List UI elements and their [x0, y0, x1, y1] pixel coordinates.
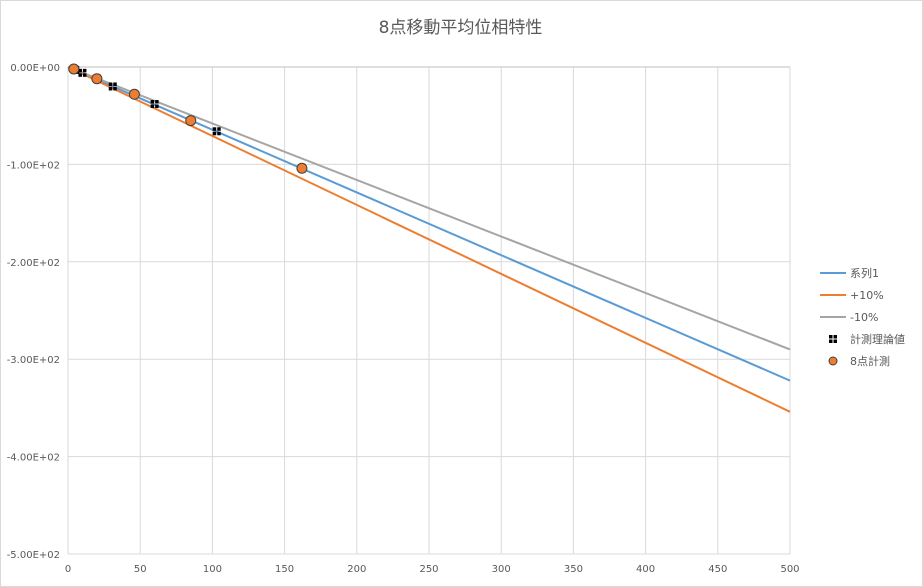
chart-title: 8点移動平均位相特性	[378, 18, 543, 38]
y-tick-label: -3.00E+02	[7, 355, 60, 366]
x-tick-label: 500	[780, 564, 799, 575]
theory-point	[212, 127, 221, 136]
y-tick-label: -2.00E+02	[7, 258, 60, 269]
x-tick-label: 0	[65, 564, 71, 575]
measured-point	[128, 88, 140, 100]
x-tick-label: 450	[708, 564, 727, 575]
theory-point	[108, 82, 117, 91]
legend-swatch	[820, 311, 846, 323]
legend-swatch	[820, 267, 846, 279]
x-tick-label: 400	[636, 564, 655, 575]
y-tick-label: 0.00E+00	[10, 63, 60, 74]
theory-point	[150, 100, 159, 109]
legend-swatch	[820, 333, 846, 345]
legend-entry: +10%	[820, 284, 905, 306]
x-tick-label: 200	[347, 564, 366, 575]
y-tick-label: -1.00E+02	[7, 160, 60, 171]
legend-label: 計測理論値	[850, 333, 905, 346]
x-tick-label: 50	[134, 564, 147, 575]
legend-entry: 系列1	[820, 262, 905, 284]
legend-entry: -10%	[820, 306, 905, 328]
x-tick-label: 150	[275, 564, 294, 575]
x-tick-label: 100	[203, 564, 222, 575]
legend-swatch	[820, 289, 846, 301]
measured-point	[185, 115, 197, 127]
theory-point	[78, 68, 87, 77]
legend-label: 系列1	[850, 267, 879, 280]
measured-point	[296, 162, 308, 174]
x-tick-label: 250	[419, 564, 438, 575]
y-tick-label: -4.00E+02	[7, 453, 60, 464]
measured-point	[68, 63, 80, 75]
x-tick-label: 300	[492, 564, 511, 575]
x-tick-label: 350	[564, 564, 583, 575]
series-line	[67, 66, 791, 351]
legend-entry: 計測理論値	[820, 328, 905, 350]
legend-label: 8点計測	[850, 355, 890, 368]
measured-point	[91, 73, 103, 85]
tick-layer: 0 50 100 150 200 250 300 350 400 450 500 0.00E+00 -1…	[7, 63, 800, 575]
series-layer	[67, 63, 791, 413]
grid-layer	[67, 66, 791, 555]
legend-label: -10%	[850, 310, 879, 324]
legend-entry: 8点計測	[820, 350, 905, 372]
legend-swatch	[820, 355, 846, 367]
legend-label: +10%	[850, 288, 884, 302]
chart-legend: 系列1 +10% -10% 計測理論値 8点計測	[820, 262, 905, 372]
y-tick-label: -5.00E+02	[7, 550, 60, 561]
